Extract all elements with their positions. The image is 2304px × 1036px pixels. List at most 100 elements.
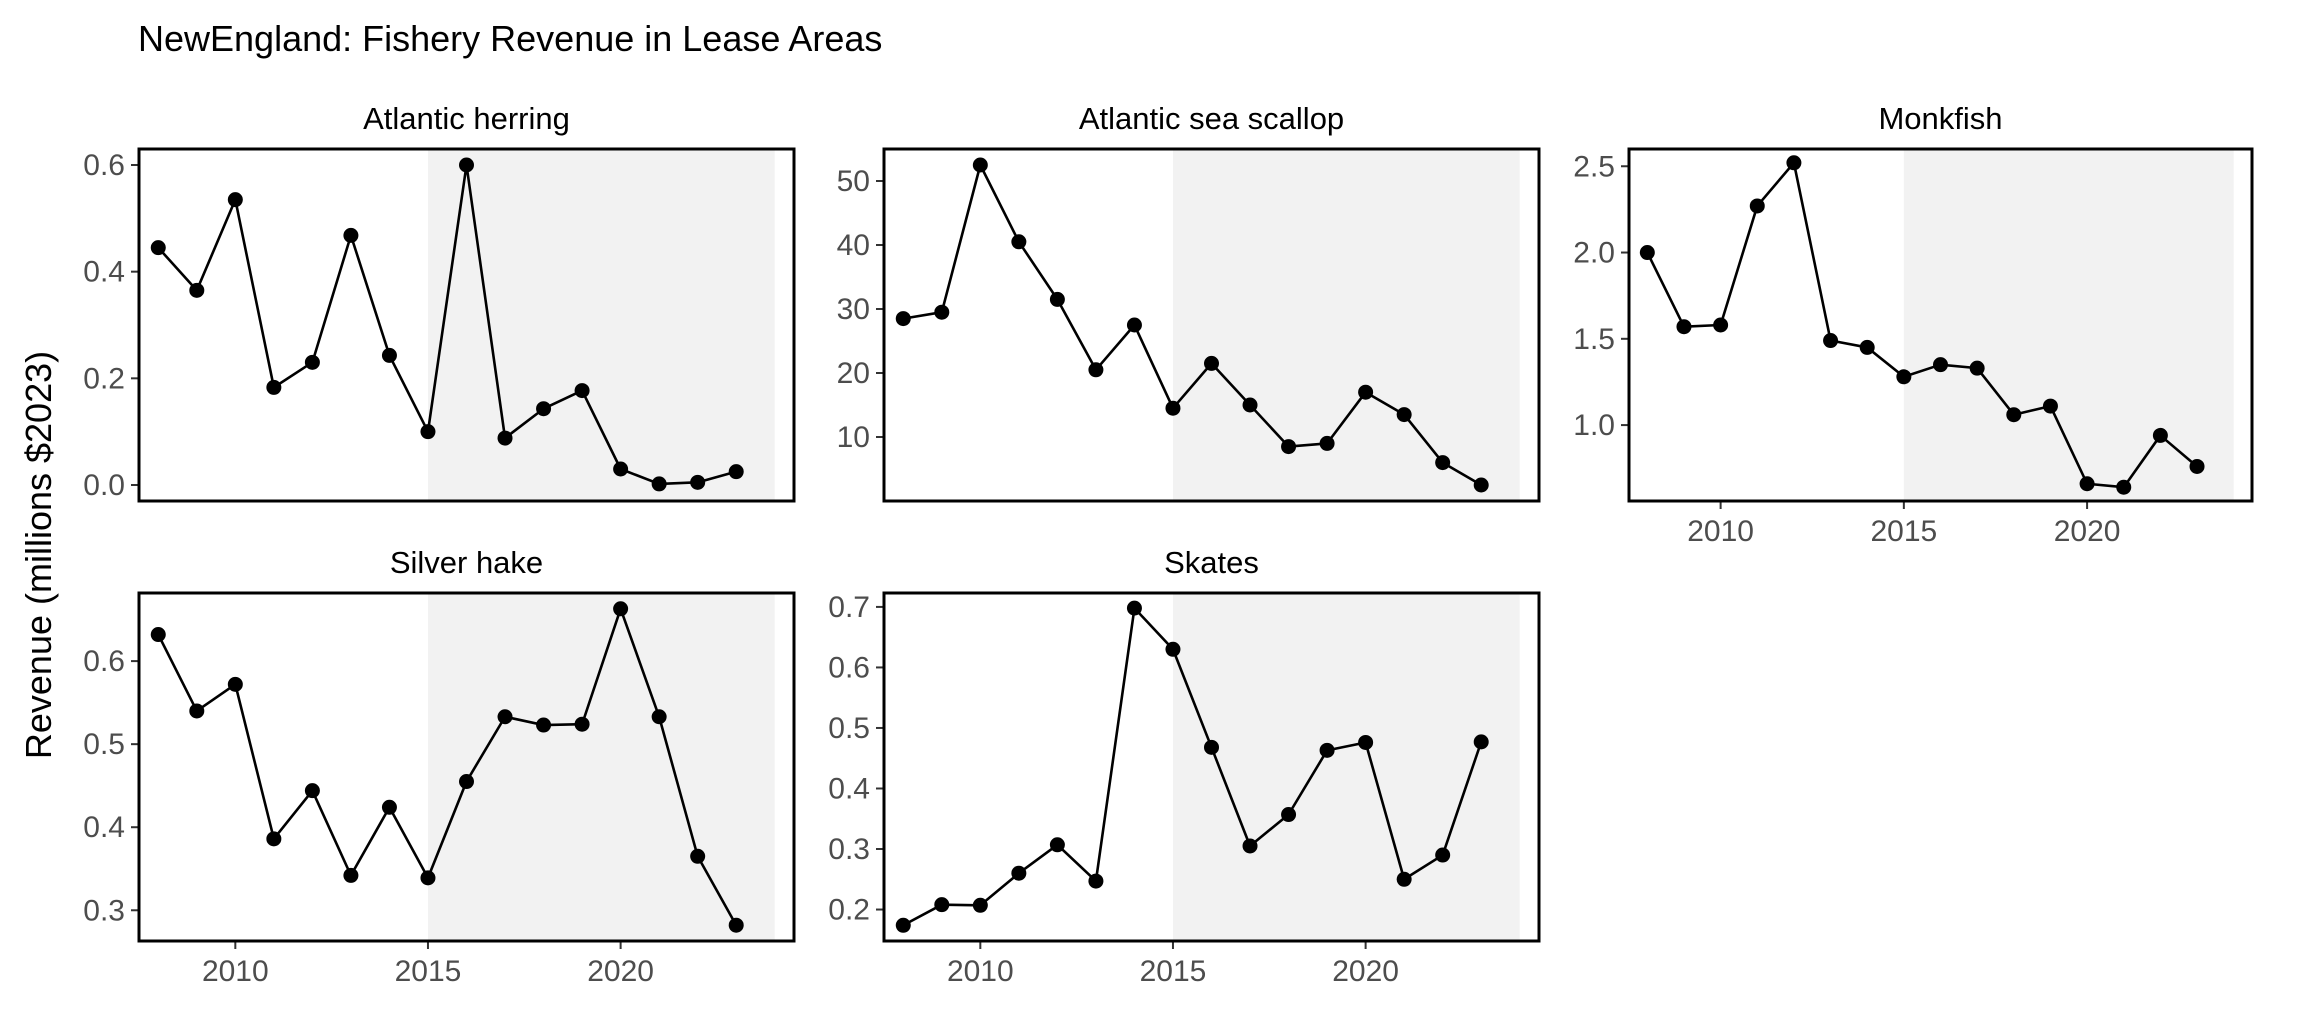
data-point (1204, 739, 1219, 755)
y-tick-label: 50 (837, 165, 870, 198)
y-tick-label: 0.2 (828, 894, 870, 927)
data-point (651, 709, 667, 725)
data-point (1639, 245, 1655, 261)
panel-border (137, 147, 796, 503)
shaded-period (427, 593, 775, 941)
data-point (497, 709, 513, 725)
facet-panel: Silver hake 0.3 0.4 0.5 0.6 2010 2015 2020 (83, 545, 796, 988)
data-point (536, 401, 552, 417)
x-tick-label: 2015 (395, 955, 462, 988)
data-point (1165, 641, 1181, 657)
data-point (651, 476, 667, 492)
data-point (1281, 807, 1297, 823)
y-tick-label: 0.3 (828, 833, 870, 866)
y-tick-label: 0.6 (83, 149, 125, 182)
data-point (2116, 479, 2132, 495)
data-point (934, 897, 950, 913)
data-point (1011, 234, 1027, 250)
data-point (1281, 439, 1297, 455)
facet-panels: Atlantic herring 0.0 0.2 0.4 0.6 Atlantic sea… (83, 101, 2254, 988)
chart-title: NewEngland: Fishery Revenue in Lease Are… (138, 18, 882, 59)
facet-panel: Atlantic sea scallop 10 20 30 40 50 (837, 101, 1541, 503)
data-point (2079, 476, 2095, 492)
data-point (343, 867, 359, 883)
data-point (1358, 384, 1374, 400)
data-point (266, 831, 282, 847)
data-point (266, 379, 282, 395)
data-point (381, 347, 397, 363)
panel-border (882, 591, 1541, 943)
panel-border (882, 147, 1541, 503)
data-point (972, 897, 988, 913)
y-tick-label: 1.0 (1573, 409, 1615, 442)
data-point (1435, 847, 1451, 863)
y-tick-label: 40 (837, 229, 870, 262)
data-point (1786, 155, 1802, 171)
data-point (459, 157, 474, 173)
data-point (1126, 600, 1142, 616)
data-point (227, 676, 243, 692)
data-point (2006, 407, 2022, 423)
data-point (690, 474, 706, 490)
data-point (690, 848, 706, 864)
data-point (1242, 838, 1258, 854)
data-point (1049, 291, 1065, 307)
y-tick-label: 0.4 (83, 256, 125, 289)
x-tick-label: 2015 (1870, 515, 1937, 548)
x-tick-label: 2020 (1332, 955, 1399, 988)
data-point (728, 464, 744, 480)
shaded-period (1903, 149, 2234, 501)
y-tick-label: 2.5 (1573, 150, 1615, 183)
facet-panel: Atlantic herring 0.0 0.2 0.4 0.6 (83, 101, 796, 503)
series-line (157, 163, 737, 486)
data-point (1319, 742, 1335, 758)
data-point (1676, 319, 1692, 335)
data-point (1713, 317, 1729, 333)
data-point (227, 192, 243, 208)
y-tick-label: 0.6 (828, 651, 870, 684)
shaded-period (427, 149, 775, 501)
data-point (1049, 837, 1065, 853)
data-point (150, 627, 166, 643)
facet-strip-label: Atlantic sea scallop (1079, 101, 1344, 136)
data-point (420, 424, 436, 440)
y-tick-label: 0.0 (83, 469, 125, 502)
x-tick-label: 2010 (202, 955, 269, 988)
y-tick-label: 2.0 (1573, 237, 1615, 270)
series-line (903, 163, 1482, 487)
y-tick-label: 10 (837, 421, 870, 454)
data-point (613, 461, 629, 477)
data-point (1435, 455, 1451, 471)
data-point (1242, 397, 1258, 413)
data-point (420, 870, 436, 886)
y-tick-label: 1.5 (1573, 323, 1615, 356)
data-point (189, 282, 205, 298)
data-point (150, 240, 166, 256)
y-tick-label: 0.5 (828, 712, 870, 745)
data-point (1358, 734, 1374, 750)
data-point (1749, 198, 1765, 214)
facet-strip-label: Skates (1164, 545, 1259, 580)
data-point (1088, 362, 1104, 378)
panel-border (1627, 147, 2254, 503)
data-point (2152, 427, 2168, 443)
data-point (574, 383, 590, 399)
y-tick-label: 0.7 (828, 591, 870, 624)
x-tick-label: 2010 (1687, 515, 1754, 548)
series-line (157, 607, 738, 926)
y-tick-label: 30 (837, 293, 870, 326)
data-point (343, 227, 359, 243)
series-line (902, 606, 1483, 927)
data-point (1823, 333, 1839, 349)
data-point (895, 917, 911, 933)
data-point (1204, 355, 1219, 371)
facet-panel: Monkfish 1.0 1.5 2.0 2.5 2010 2015 2020 (1573, 101, 2254, 548)
data-point (972, 157, 988, 173)
data-point (1396, 871, 1412, 887)
shaded-period (1172, 149, 1520, 501)
data-point (304, 783, 320, 799)
data-point (304, 354, 320, 370)
x-tick-label: 2015 (1140, 955, 1207, 988)
facet-strip-label: Silver hake (390, 545, 543, 580)
